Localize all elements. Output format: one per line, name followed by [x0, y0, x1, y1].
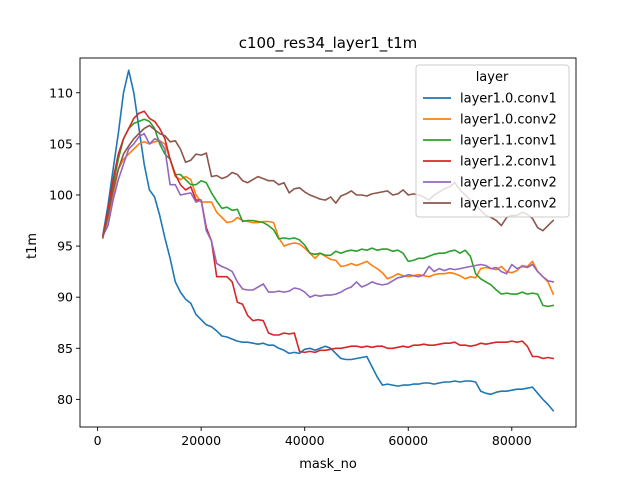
- y-tick-label: 90: [57, 290, 73, 305]
- legend-label: layer1.0.conv1: [460, 92, 557, 107]
- x-axis-title: mask_no: [299, 457, 357, 472]
- plot-frame: [79, 57, 577, 428]
- legend-box: [415, 64, 570, 218]
- y-tick-label: 85: [57, 341, 73, 356]
- series-line-layer1-0-conv1: [101, 69, 555, 412]
- legend-items: layer1.0.conv1 layer1.0.conv2 layer1.1.con…: [423, 92, 557, 212]
- chart-title: c100_res34_layer1_t1m: [239, 34, 418, 53]
- y-tick-label: 100: [49, 187, 73, 202]
- y-tick-label: 105: [49, 136, 73, 151]
- legend-label: layer1.0.conv2: [460, 113, 557, 128]
- x-tick-label: 60000: [388, 433, 428, 448]
- legend-title: layer: [476, 70, 509, 85]
- x-tick-label: 20000: [181, 433, 221, 448]
- legend-label: layer1.2.conv2: [460, 176, 557, 191]
- series-line-layer1-2-conv1: [101, 110, 555, 360]
- y-tick-label: 95: [57, 239, 73, 254]
- x-tick-label: 0: [94, 433, 102, 448]
- y-axis: 80 85 90 95 100 105 110: [49, 85, 80, 407]
- legend-label: layer1.2.conv1: [460, 155, 557, 170]
- y-axis-title: t1m: [25, 233, 40, 259]
- x-tick-label: 40000: [285, 433, 325, 448]
- legend-label: layer1.1.conv2: [460, 197, 557, 212]
- y-tick-label: 80: [57, 392, 73, 407]
- legend: layer layer1.0.conv1layer1.0.conv2layer1…: [415, 64, 570, 218]
- series-line-layer1-2-conv2: [101, 132, 555, 299]
- x-tick-label: 80000: [492, 433, 532, 448]
- x-axis: 0 20000 40000 60000 80000: [94, 427, 532, 448]
- series-line-layer1-1-conv1: [101, 118, 555, 308]
- legend-label: layer1.1.conv1: [460, 134, 557, 149]
- y-tick-label: 110: [49, 85, 73, 100]
